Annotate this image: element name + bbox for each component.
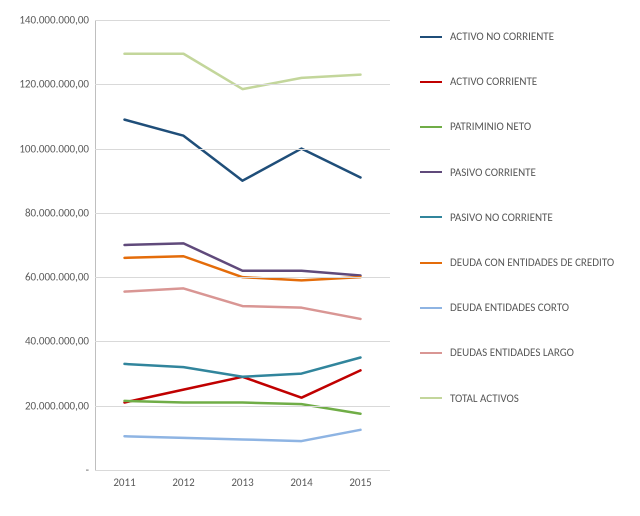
gridline: [95, 84, 390, 85]
x-tick-label: 2012: [172, 470, 194, 489]
gridline: [95, 20, 390, 21]
series-line: [125, 288, 361, 319]
y-tick-label: 40.000.000,00: [25, 335, 95, 348]
legend-swatch: [420, 36, 442, 38]
legend-swatch: [420, 216, 442, 218]
legend-item: TOTAL ACTIVOS: [420, 392, 620, 405]
plot-area: -20.000.000,0040.000.000,0060.000.000,00…: [95, 20, 390, 470]
x-tick-label: 2015: [349, 470, 371, 489]
x-tick-label: 2011: [113, 470, 135, 489]
legend-item: DEUDAS ENTIDADES LARGO: [420, 346, 620, 359]
legend-item: DEUDA ENTIDADES CORTO: [420, 301, 620, 314]
legend-item: ACTIVO CORRIENTE: [420, 75, 620, 88]
legend-label: ACTIVO CORRIENTE: [450, 75, 537, 88]
series-line: [125, 430, 361, 441]
x-tick-label: 2013: [231, 470, 253, 489]
y-tick-label: 140.000.000,00: [19, 14, 95, 27]
chart-lines: [95, 20, 390, 470]
legend-label: PATRIMINIO NETO: [450, 120, 531, 133]
legend-label: DEUDA CON ENTIDADES DE CREDITO: [450, 256, 614, 269]
gridline: [95, 213, 390, 214]
legend-label: PASIVO NO CORRIENTE: [450, 211, 553, 224]
legend-item: PASIVO NO CORRIENTE: [420, 211, 620, 224]
series-line: [125, 401, 361, 414]
legend-swatch: [420, 397, 442, 399]
legend: ACTIVO NO CORRIENTE ACTIVO CORRIENTE PATRI…: [420, 30, 620, 405]
y-tick-label: -: [86, 464, 95, 477]
legend-item: DEUDA CON ENTIDADES DE CREDITO: [420, 256, 620, 269]
y-tick-label: 120.000.000,00: [19, 78, 95, 91]
gridline: [95, 341, 390, 342]
gridline: [95, 406, 390, 407]
y-tick-label: 20.000.000,00: [25, 399, 95, 412]
legend-swatch: [420, 307, 442, 309]
y-tick-label: 100.000.000,00: [19, 142, 95, 155]
legend-swatch: [420, 81, 442, 83]
legend-label: DEUDA ENTIDADES CORTO: [450, 301, 569, 314]
legend-swatch: [420, 262, 442, 264]
legend-swatch: [420, 171, 442, 173]
legend-item: PATRIMINIO NETO: [420, 120, 620, 133]
legend-label: PASIVO CORRIENTE: [450, 166, 536, 179]
gridline: [95, 149, 390, 150]
legend-label: DEUDAS ENTIDADES LARGO: [450, 346, 574, 359]
legend-item: ACTIVO NO CORRIENTE: [420, 30, 620, 43]
x-tick-label: 2014: [290, 470, 312, 489]
legend-label: ACTIVO NO CORRIENTE: [450, 30, 554, 43]
series-line: [125, 243, 361, 275]
legend-swatch: [420, 352, 442, 354]
legend-item: PASIVO CORRIENTE: [420, 166, 620, 179]
series-line: [125, 358, 361, 377]
series-line: [125, 120, 361, 181]
y-tick-label: 60.000.000,00: [25, 271, 95, 284]
legend-swatch: [420, 126, 442, 128]
gridline: [95, 277, 390, 278]
chart-container: - 20.000.000,00 40.000.000,00 60.000.000,00…: [0, 0, 640, 516]
series-line: [125, 370, 361, 402]
legend-label: TOTAL ACTIVOS: [450, 392, 519, 405]
y-tick-label: 80.000.000,00: [25, 206, 95, 219]
